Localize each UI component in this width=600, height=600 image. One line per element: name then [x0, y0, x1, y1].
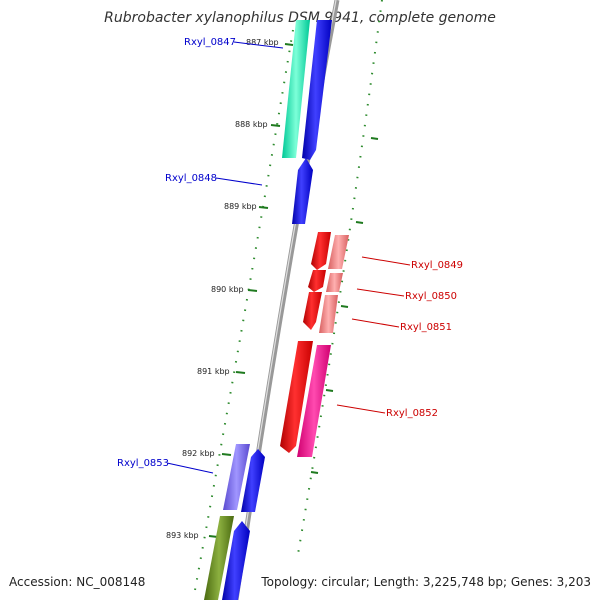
gene-rxyl-0852-cog[interactable]	[297, 345, 331, 457]
gene-rxyl-0849-cog[interactable]	[328, 235, 349, 269]
accession-text: Accession: NC_008148	[9, 575, 145, 589]
gene-label-rxyl-0848[interactable]: Rxyl_0848	[165, 173, 217, 184]
kbp-major-ticks	[208, 43, 294, 538]
gene-rxyl-0853-cds[interactable]	[241, 449, 265, 512]
kbp-label: 892 kbp	[182, 449, 215, 458]
gene-rxyl-0853-cog[interactable]	[223, 444, 250, 510]
gene-rxyl-0851-cog[interactable]	[319, 295, 338, 333]
kbp-label: 888 kbp	[235, 120, 268, 129]
topology-text: Topology: circular; Length: 3,225,748 bp…	[260, 575, 591, 589]
kbp-label: 887 kbp	[246, 38, 279, 47]
gene-leader-lines	[166, 41, 411, 474]
gene-label-rxyl-0847[interactable]: Rxyl_0847	[184, 37, 236, 48]
gene-next-cog[interactable]	[204, 516, 234, 600]
right-major-ticks	[310, 137, 379, 474]
gene-label-rxyl-0850[interactable]: Rxyl_0850	[405, 291, 457, 302]
kbp-label: 891 kbp	[197, 367, 230, 376]
gene-rxyl-0851-cds[interactable]	[303, 292, 322, 330]
gene-rxyl-0849-cds[interactable]	[311, 232, 331, 270]
gene-rxyl-0850-cds[interactable]	[308, 270, 326, 292]
kbp-label: 889 kbp	[224, 202, 257, 211]
gene-label-rxyl-0849[interactable]: Rxyl_0849	[411, 260, 463, 271]
gene-rxyl-0850-cog[interactable]	[326, 273, 343, 292]
gene-rxyl-0847-cog[interactable]	[282, 20, 310, 158]
gene-label-rxyl-0853[interactable]: Rxyl_0853	[117, 458, 169, 469]
gene-rxyl-0852-cds[interactable]	[280, 341, 313, 453]
gene-rxyl-0848-cds[interactable]	[292, 158, 313, 224]
gene-next-cds[interactable]	[222, 521, 250, 600]
map-title: Rubrobacter xylanophilus DSM 9941, compl…	[104, 10, 496, 26]
gene-rxyl-0847-cds[interactable]	[302, 20, 332, 160]
gene-label-rxyl-0852[interactable]: Rxyl_0852	[386, 408, 438, 419]
gene-label-rxyl-0851[interactable]: Rxyl_0851	[400, 322, 452, 333]
kbp-label: 890 kbp	[211, 285, 244, 294]
kbp-label: 893 kbp	[166, 531, 199, 540]
